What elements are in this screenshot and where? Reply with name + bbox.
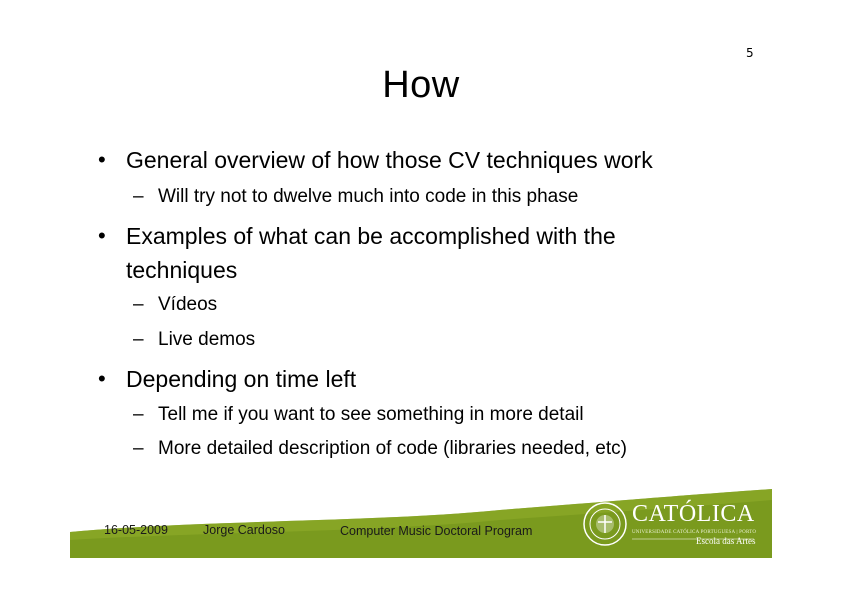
- sub-bullet-item: – Live demos: [133, 326, 753, 354]
- page-number: 5: [746, 46, 754, 60]
- bullet-item: • General overview of how those CV techn…: [98, 143, 740, 177]
- footer-program: Computer Music Doctoral Program: [340, 524, 533, 538]
- bullet-text: General overview of how those CV techniq…: [126, 147, 653, 173]
- sub-bullet-text: Vídeos: [158, 294, 218, 315]
- sub-bullet-item: – Vídeos: [133, 291, 753, 319]
- sub-bullet-glyph: –: [133, 329, 144, 350]
- sub-bullet-item: – Tell me if you want to see something i…: [133, 401, 753, 429]
- bullet-list: • General overview of how those CV techn…: [98, 143, 753, 463]
- logo-school: Escola das Artes: [696, 536, 756, 546]
- logo-wordmark: CATÓLICA: [632, 501, 755, 527]
- footer-date: 16-05-2009: [104, 523, 168, 537]
- footer-band: [70, 489, 772, 558]
- sub-bullet-text: Tell me if you want to see something in …: [158, 404, 584, 425]
- sub-bullet-glyph: –: [133, 438, 144, 459]
- bullet-item: • Depending on time left: [98, 362, 740, 396]
- logo-subtitle: UNIVERSIDADE CATÓLICA PORTUGUESA | PORTO: [632, 530, 757, 535]
- university-seal-icon: [583, 502, 754, 546]
- slide-title: How: [382, 64, 460, 106]
- bullet-glyph: •: [98, 366, 106, 391]
- sub-bullet-glyph: –: [133, 186, 144, 207]
- sub-bullet-text: More detailed description of code (libra…: [158, 438, 627, 459]
- bullet-item: • Examples of what can be accomplished w…: [98, 219, 680, 287]
- bullet-text: Examples of what can be accomplished wit…: [126, 223, 616, 283]
- sub-bullet-item: – Will try not to dwelve much into code …: [133, 183, 753, 211]
- sub-bullet-glyph: –: [133, 404, 144, 425]
- sub-bullet-item: – More detailed description of code (lib…: [133, 435, 753, 463]
- bullet-glyph: •: [98, 147, 106, 172]
- bullet-glyph: •: [98, 223, 106, 248]
- sub-bullet-glyph: –: [133, 294, 144, 315]
- sub-bullet-text: Live demos: [158, 329, 256, 350]
- bullet-text: Depending on time left: [126, 366, 357, 392]
- sub-bullet-text: Will try not to dwelve much into code in…: [158, 186, 579, 207]
- footer-author: Jorge Cardoso: [203, 523, 285, 537]
